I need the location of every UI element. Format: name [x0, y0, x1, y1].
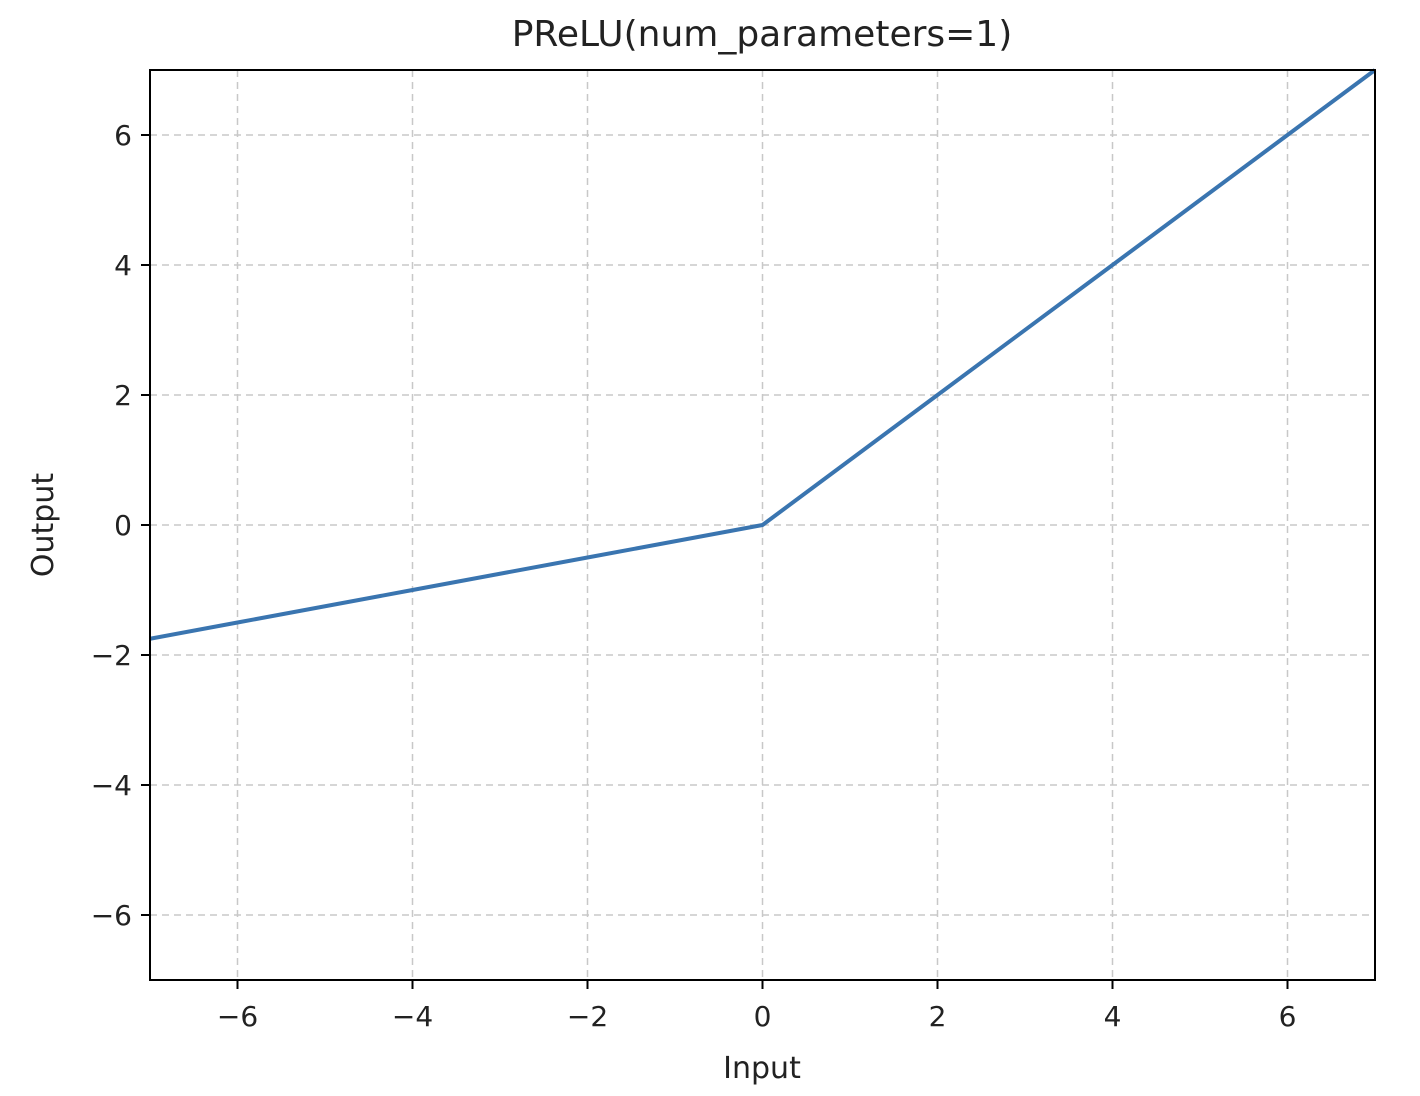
series-line: [149, 68, 1377, 641]
x-tick-label: −6: [217, 1000, 258, 1033]
y-axis-label: Output: [26, 473, 61, 577]
x-axis-label: Input: [723, 1051, 801, 1086]
grid: [150, 70, 1375, 980]
x-tick-label: −2: [567, 1000, 608, 1033]
y-axis-ticks: −6 −4 −2 0 2 4 6: [91, 119, 150, 932]
x-tick-label: 6: [1279, 1000, 1297, 1033]
y-tick-label: 2: [114, 379, 132, 412]
series-layer: [149, 68, 1377, 641]
y-tick-label: 0: [114, 509, 132, 542]
x-tick-label: −4: [392, 1000, 433, 1033]
x-tick-label: 2: [929, 1000, 947, 1033]
chart-title: PReLU(num_parameters=1): [512, 14, 1013, 55]
x-axis-ticks: −6 −4 −2 0 2 4 6: [217, 980, 1297, 1033]
y-tick-label: 4: [114, 249, 132, 282]
y-tick-label: −2: [91, 639, 132, 672]
x-tick-label: 4: [1104, 1000, 1122, 1033]
y-tick-label: −4: [91, 769, 132, 802]
y-tick-label: −6: [91, 899, 132, 932]
x-tick-label: 0: [754, 1000, 772, 1033]
y-tick-label: 6: [114, 119, 132, 152]
